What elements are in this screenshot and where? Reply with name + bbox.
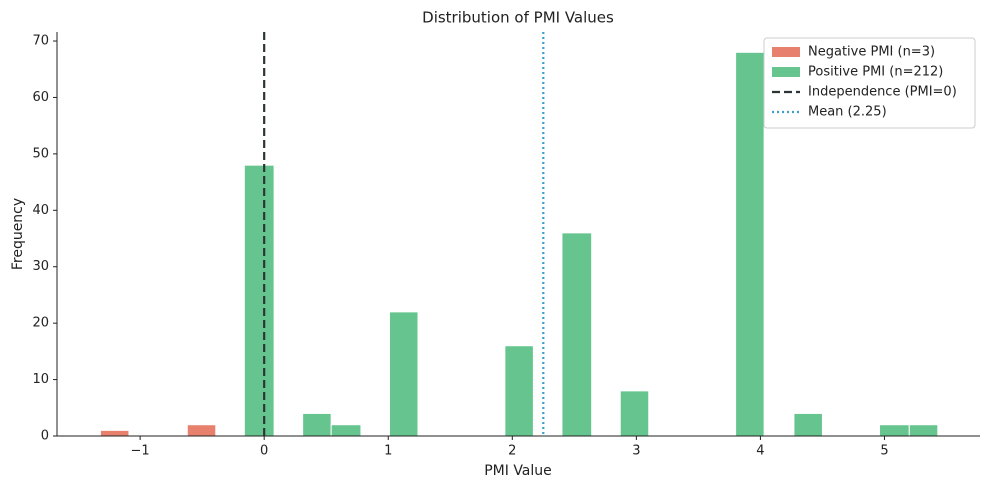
legend: Negative PMI (n=3) Positive PMI (n=212) In… bbox=[763, 37, 976, 129]
histogram-bar bbox=[388, 311, 419, 437]
y-tick-label: 60 bbox=[32, 90, 49, 105]
x-tick-label: 3 bbox=[632, 444, 640, 459]
histogram-bar bbox=[561, 232, 593, 437]
histogram-bar bbox=[243, 164, 275, 437]
histogram-bar bbox=[619, 390, 650, 437]
x-tick-label: 0 bbox=[260, 444, 268, 459]
y-tick-label: 30 bbox=[32, 259, 49, 274]
histogram-bar bbox=[302, 412, 332, 437]
histogram-bar bbox=[186, 424, 217, 437]
histogram-bar bbox=[735, 51, 765, 437]
x-tick-label: −1 bbox=[131, 444, 150, 459]
x-axis-label: PMI Value bbox=[484, 463, 552, 479]
legend-label: Mean (2.25) bbox=[808, 105, 887, 120]
legend-label: Negative PMI (n=3) bbox=[808, 45, 935, 60]
histogram-bar bbox=[908, 424, 939, 437]
histogram-bar bbox=[793, 412, 823, 437]
x-tick-label: 5 bbox=[880, 444, 888, 459]
histogram-bar bbox=[504, 345, 534, 437]
histogram-bar bbox=[99, 429, 130, 437]
x-tick-label: 2 bbox=[508, 444, 516, 459]
y-tick-label: 70 bbox=[32, 34, 49, 49]
x-tick-label: 1 bbox=[384, 444, 392, 459]
chart-title: Distribution of PMI Values bbox=[422, 9, 614, 27]
y-tick-label: 0 bbox=[41, 429, 49, 444]
legend-swatch bbox=[772, 47, 800, 57]
legend-swatch bbox=[772, 67, 800, 77]
y-tick-label: 20 bbox=[32, 316, 49, 331]
histogram-bar bbox=[879, 424, 910, 437]
y-axis-label: Frequency bbox=[10, 198, 26, 270]
histogram-bar bbox=[330, 424, 362, 437]
y-tick-label: 50 bbox=[32, 146, 49, 161]
legend-box bbox=[763, 37, 976, 129]
y-tick-label: 40 bbox=[32, 203, 49, 218]
legend-label: Positive PMI (n=212) bbox=[808, 65, 943, 80]
y-tick-label: 10 bbox=[32, 372, 49, 387]
legend-label: Independence (PMI=0) bbox=[808, 85, 957, 100]
x-tick-label: 4 bbox=[756, 444, 764, 459]
